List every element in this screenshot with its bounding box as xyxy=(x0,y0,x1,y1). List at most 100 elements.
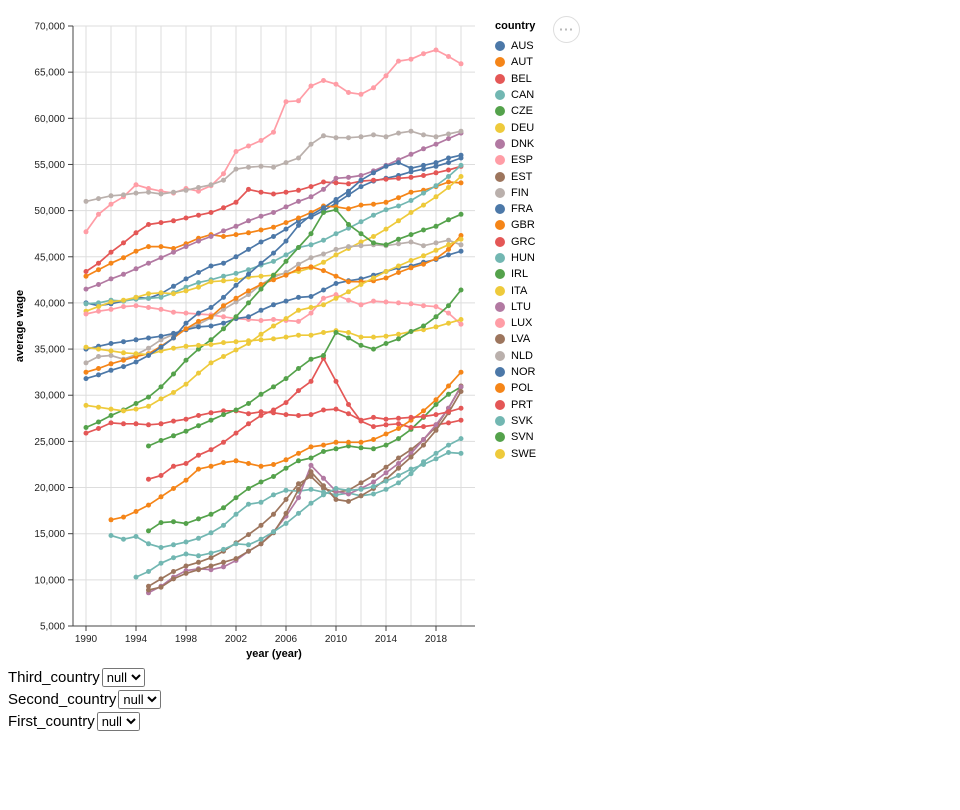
third-country-select[interactable]: null xyxy=(101,668,145,687)
legend-item-SWE: SWE xyxy=(495,445,536,461)
legend-item-DNK: DNK xyxy=(495,136,536,152)
control-row-first-country: First_country null xyxy=(8,712,952,731)
legend-item-GRC: GRC xyxy=(495,234,536,250)
legend-item-ESP: ESP xyxy=(495,152,536,168)
svg-text:2010: 2010 xyxy=(325,634,348,645)
svg-text:1990: 1990 xyxy=(75,634,98,645)
chart-container: 5,000 10,000 15,000 20,000 25,000 30,000 35,00… xyxy=(8,8,952,662)
svg-text:1994: 1994 xyxy=(125,634,148,645)
legend-swatch-BEL xyxy=(495,73,505,84)
legend-swatch-FIN xyxy=(495,187,505,198)
legend-label-LVA: LVA xyxy=(511,333,531,346)
legend-item-CAN: CAN xyxy=(495,87,536,103)
svg-text:45,000: 45,000 xyxy=(34,252,65,263)
legend-swatch-FRA xyxy=(495,204,505,215)
series-SVK xyxy=(133,450,464,580)
series-GRC xyxy=(146,355,464,482)
legend-label-DEU: DEU xyxy=(511,121,535,134)
svg-text:25,000: 25,000 xyxy=(34,437,65,448)
legend-label-CZE: CZE xyxy=(511,105,533,118)
legend-label-GBR: GBR xyxy=(511,219,535,232)
legend-items: AUS AUT BEL CAN CZE DEU DNK ESP EST FIN FRA GBR GRC H… xyxy=(495,38,536,462)
legend-item-BEL: BEL xyxy=(495,71,536,87)
legend-item-IRL: IRL xyxy=(495,266,536,282)
svg-text:30,000: 30,000 xyxy=(34,391,65,402)
legend-label-SVK: SVK xyxy=(511,414,534,427)
legend-item-NLD: NLD xyxy=(495,348,536,364)
legend-label-CAN: CAN xyxy=(511,89,535,102)
legend-label-POL: POL xyxy=(511,382,534,395)
svg-text:50,000: 50,000 xyxy=(34,206,65,217)
legend-item-SVK: SVK xyxy=(495,413,536,429)
legend-item-LUX: LUX xyxy=(495,315,536,331)
first-country-select[interactable]: null xyxy=(96,712,140,731)
legend-label-DNK: DNK xyxy=(511,137,535,150)
legend-swatch-GBR xyxy=(495,220,505,231)
series-POL xyxy=(108,369,464,523)
series-AUT xyxy=(83,179,464,279)
control-row-second-country: Second_country null xyxy=(8,690,952,709)
svg-text:1998: 1998 xyxy=(175,634,198,645)
legend-item-FRA: FRA xyxy=(495,201,536,217)
legend-item-PRT: PRT xyxy=(495,397,536,413)
x-axis-title: year (year) xyxy=(246,648,302,660)
y-axis-title: average wage xyxy=(14,290,26,362)
legend-label-LTU: LTU xyxy=(511,300,531,313)
legend-item-CZE: CZE xyxy=(495,103,536,119)
svg-text:10,000: 10,000 xyxy=(34,575,65,586)
legend-item-AUS: AUS xyxy=(495,38,536,54)
first-country-label: First_country xyxy=(8,713,95,730)
legend-title: country xyxy=(495,20,536,32)
chart-actions-button[interactable]: ⋯ xyxy=(553,16,580,43)
legend-item-AUT: AUT xyxy=(495,54,536,70)
svg-text:20,000: 20,000 xyxy=(34,483,65,494)
legend-swatch-LUX xyxy=(495,318,505,329)
legend-label-SWE: SWE xyxy=(511,447,537,460)
legend-item-ITA: ITA xyxy=(495,282,536,298)
legend-swatch-CAN xyxy=(495,90,505,101)
legend-label-EST: EST xyxy=(511,170,533,183)
series-DNK xyxy=(83,130,464,292)
series-SVN xyxy=(146,287,464,449)
second-country-select[interactable]: null xyxy=(118,690,162,709)
legend-label-AUS: AUS xyxy=(511,40,534,53)
legend-item-FIN: FIN xyxy=(495,185,536,201)
legend-swatch-POL xyxy=(495,383,505,394)
legend-label-LUX: LUX xyxy=(511,317,533,330)
legend-swatch-SWE xyxy=(495,448,505,459)
legend-swatch-NOR xyxy=(495,367,505,378)
legend-item-SVN: SVN xyxy=(495,429,536,445)
svg-text:35,000: 35,000 xyxy=(34,345,65,356)
legend-swatch-PRT xyxy=(495,399,505,410)
svg-text:2002: 2002 xyxy=(225,634,248,645)
legend-swatch-LTU xyxy=(495,301,505,312)
chart-legend: country AUS AUT BEL CAN CZE DEU DNK ESP EST FIN FR… xyxy=(495,20,536,462)
second-country-label: Second_country xyxy=(8,691,117,708)
parameter-controls: Third_country null Second_country null F… xyxy=(8,668,952,731)
legend-label-IRL: IRL xyxy=(511,268,529,281)
legend-swatch-NLD xyxy=(495,350,505,361)
legend-label-BEL: BEL xyxy=(511,72,532,85)
svg-text:55,000: 55,000 xyxy=(34,160,65,171)
legend-swatch-SVK xyxy=(495,415,505,426)
series-PRT xyxy=(83,405,464,436)
legend-swatch-GRC xyxy=(495,236,505,247)
page: 5,000 10,000 15,000 20,000 25,000 30,000 35,00… xyxy=(8,8,952,731)
series-FRA xyxy=(83,248,464,352)
legend-label-GRC: GRC xyxy=(511,235,536,248)
legend-swatch-ITA xyxy=(495,285,505,296)
svg-text:5,000: 5,000 xyxy=(40,622,65,633)
legend-swatch-AUS xyxy=(495,41,505,52)
legend-item-NOR: NOR xyxy=(495,364,536,380)
legend-item-POL: POL xyxy=(495,380,536,396)
legend-swatch-IRL xyxy=(495,269,505,280)
series-ITA xyxy=(83,317,464,358)
legend-swatch-CZE xyxy=(495,106,505,117)
legend-label-NOR: NOR xyxy=(511,366,536,379)
series-NOR xyxy=(83,152,464,382)
svg-text:65,000: 65,000 xyxy=(34,68,65,79)
axes: 5,000 10,000 15,000 20,000 25,000 30,000 35,00… xyxy=(34,22,475,645)
legend-swatch-DEU xyxy=(495,122,505,133)
legend-item-LVA: LVA xyxy=(495,331,536,347)
legend-label-FIN: FIN xyxy=(511,186,529,199)
